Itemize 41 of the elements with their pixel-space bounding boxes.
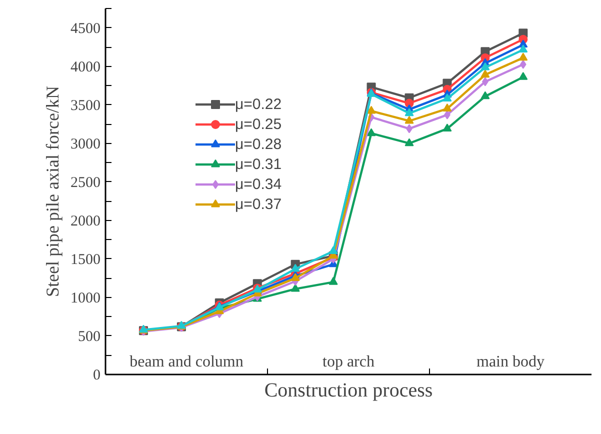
point — [290, 284, 300, 292]
legend-label: μ=0.34 — [235, 176, 282, 192]
point — [366, 128, 376, 136]
legend-label: μ=0.31 — [235, 156, 282, 172]
y-tick-label: 3500 — [70, 98, 100, 114]
point — [480, 62, 490, 70]
point — [518, 72, 528, 80]
annotation: beam and column — [130, 354, 244, 370]
point — [404, 116, 414, 124]
annotation: main body — [476, 354, 545, 370]
legend-label: μ=0.25 — [235, 116, 282, 132]
point — [518, 44, 528, 53]
legend-label: μ=0.37 — [235, 196, 282, 212]
y-tick-label: 1000 — [70, 290, 100, 306]
y-tick-label: 4000 — [70, 59, 100, 76]
point — [480, 70, 490, 78]
y-tick-label: 2000 — [70, 213, 100, 230]
point — [290, 273, 300, 281]
point — [518, 52, 528, 61]
point — [404, 108, 414, 116]
point — [290, 264, 300, 272]
annotation: top arch — [322, 354, 374, 370]
y-tick-label: 500 — [78, 328, 100, 345]
point — [328, 276, 338, 285]
y-axis-title: Steel pipe pile axial force/kN — [42, 86, 62, 297]
point — [442, 124, 452, 132]
y-tick-label: 3000 — [70, 136, 100, 152]
point — [480, 91, 490, 100]
y-tick-label: 4500 — [70, 20, 100, 37]
x-axis-title: Construction process — [264, 380, 433, 402]
point — [442, 94, 452, 102]
point — [442, 104, 452, 112]
y-tick-label: 1500 — [70, 252, 100, 268]
point — [328, 246, 338, 254]
point — [366, 106, 376, 114]
y-tick-label: 0 — [93, 368, 100, 384]
y-tick-label: 2500 — [70, 174, 100, 191]
legend-label: μ=0.22 — [235, 96, 282, 112]
legend-label: μ=0.28 — [235, 136, 282, 152]
point — [520, 60, 526, 69]
point — [404, 138, 414, 146]
